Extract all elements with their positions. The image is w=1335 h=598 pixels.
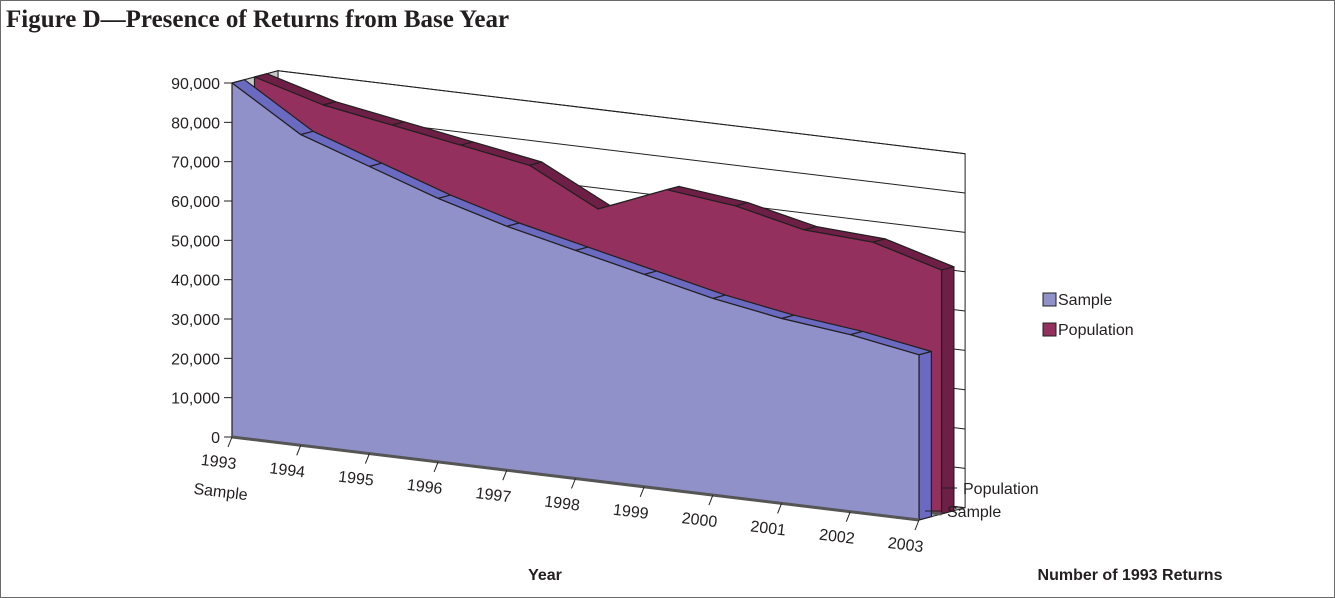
x-tick-mark	[914, 519, 920, 531]
depth-axis-title: Number of 1993 Returns	[1038, 567, 1223, 584]
x-tick-label: 1998	[543, 493, 580, 514]
x-tick-label: 2002	[818, 527, 855, 548]
y-tick-label: 30,000	[171, 312, 220, 329]
x-tick-mark	[845, 511, 851, 522]
x-tick-label: 1997	[475, 485, 512, 506]
x-tick-mark	[502, 470, 508, 481]
x-tick-mark	[571, 478, 576, 489]
legend-swatch-sample	[1042, 292, 1057, 307]
y-tick-label: 0	[211, 430, 220, 447]
legend-label-population: Population	[1058, 322, 1134, 339]
depth-label: Sample	[947, 504, 1001, 521]
y-tick-label: 80,000	[171, 115, 220, 132]
x-tick-label: 1993	[200, 452, 237, 473]
population-end-face	[940, 266, 955, 515]
x-tick-label: 1994	[269, 460, 306, 481]
x-tick-label: 1999	[612, 502, 649, 523]
y-tick-label: 20,000	[171, 351, 220, 368]
x-tick-mark	[708, 494, 714, 506]
y-tick-label: 40,000	[171, 273, 220, 290]
x-tick-label: 2000	[681, 510, 718, 531]
x-tick-label: 2001	[749, 518, 786, 539]
gridline	[231, 70, 966, 155]
x-axis-title: Year	[528, 567, 562, 584]
depth-label: Population	[963, 481, 1039, 498]
x-tick-mark	[364, 453, 370, 464]
x-tick-mark	[296, 445, 302, 456]
x-tick-mark	[433, 461, 439, 473]
y-tick-label: 10,000	[171, 391, 220, 408]
sample-area	[231, 82, 920, 521]
legend-swatch-population	[1042, 322, 1057, 337]
x-tick-label: 2003	[887, 535, 924, 556]
x-tick-mark	[639, 486, 645, 497]
chart-title: Figure D—Presence of Returns from Base Y…	[6, 6, 510, 33]
sample-end-face	[918, 350, 933, 521]
legend-label-sample: Sample	[1058, 292, 1112, 309]
x-tick-mark	[777, 503, 783, 514]
x-tick-mark	[227, 436, 233, 448]
y-tick-label: 90,000	[171, 76, 220, 93]
y-tick-label: 70,000	[171, 155, 220, 172]
x-tick-sublabel: Sample	[193, 481, 249, 504]
x-tick-label: 1996	[406, 477, 443, 498]
y-tick-label: 60,000	[171, 194, 220, 211]
x-tick-label: 1995	[337, 469, 374, 490]
y-tick-label: 50,000	[171, 233, 220, 250]
